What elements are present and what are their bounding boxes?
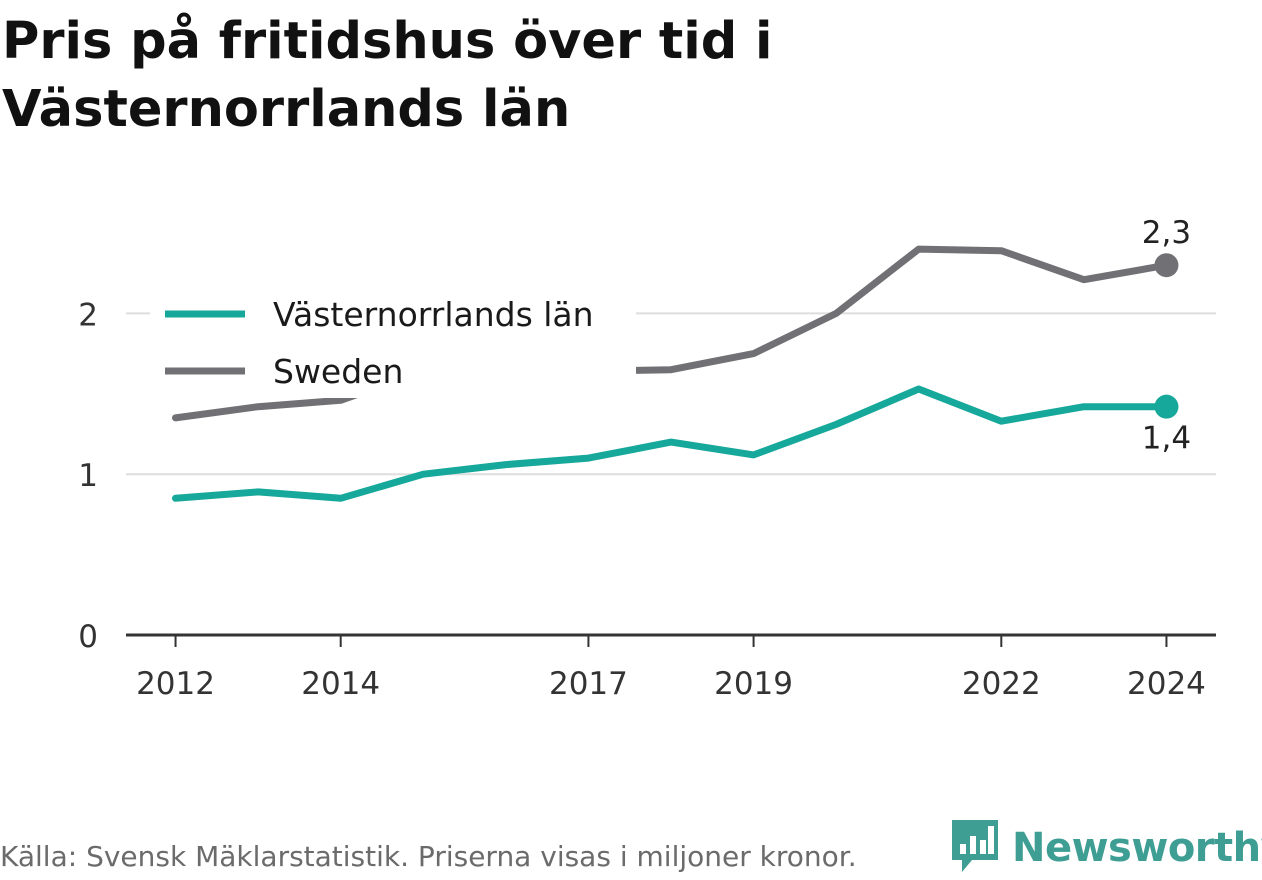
end-label-1: 2,3 [1142,215,1191,251]
legend-background [150,288,636,398]
legend-label-1: Sweden [273,352,403,391]
series-layer [172,245,1179,502]
end-label-0: 1,4 [1142,421,1191,457]
x-tick-label-2022: 2022 [962,666,1041,702]
newsworthy-logo[interactable]: Newsworthy [950,818,1262,878]
series-line-1 [172,245,1170,422]
x-tick-label-2014: 2014 [301,666,380,702]
y-tick-label-0: 0 [78,619,98,655]
series-end-point-0 [1154,394,1179,419]
legend: Västernorrlands län Sweden [150,288,636,398]
source-note: Källa: Svensk Mäklarstatistik. Priserna … [0,840,857,873]
x-tick-label-2024: 2024 [1127,666,1206,702]
y-tick-label-2: 2 [78,297,98,333]
x-tick-label-2019: 2019 [714,666,793,702]
legend-label-0: Västernorrlands län [273,295,594,334]
newsworthy-logo-icon [950,816,1000,880]
chart-title: Pris på fritidshus över tid i Västernorr… [2,12,773,139]
y-tick-label-1: 1 [78,458,98,494]
series-line-0 [172,385,1170,502]
x-tick-label-2017: 2017 [549,666,628,702]
series-end-point-1 [1154,253,1179,278]
logo-text: Newsworthy [1012,825,1262,871]
axis-layer: 0 1 2 2012 2014 2017 2019 2022 2024 [78,297,1216,702]
x-tick-label-2012: 2012 [136,666,215,702]
end-labels: 2,3 1,4 [1142,215,1191,456]
